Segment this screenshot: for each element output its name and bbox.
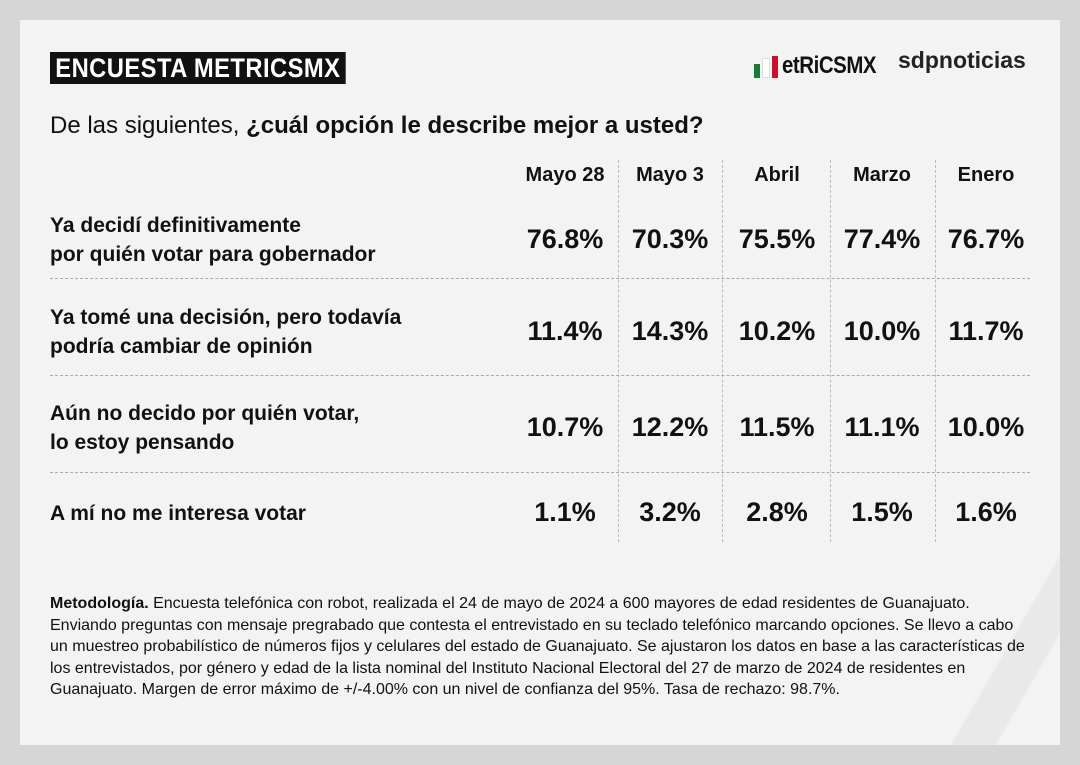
column-divider xyxy=(722,160,723,542)
question-prefix: De las siguientes, xyxy=(50,112,247,139)
row-label-line: lo estoy pensando xyxy=(50,431,235,454)
row-label-line: podría cambiar de opinión xyxy=(50,335,313,358)
row-label: Ya tomé una decisión, pero todavía podría… xyxy=(50,303,401,361)
row-label: Aún no decido por quién votar, lo estoy p… xyxy=(50,399,359,457)
row-label-line: A mí no me interesa votar xyxy=(50,501,306,525)
row-label-line: Ya decidí definitivamente xyxy=(50,214,301,237)
survey-card: ENCUESTA METRICSMX etRiCSMX sdpnoticias … xyxy=(20,20,1060,745)
table-cell-value: 76.8% xyxy=(526,224,604,254)
row-label-line: Aún no decido por quién votar, xyxy=(50,402,360,425)
logo-text: etRiCSMX xyxy=(782,52,877,79)
column-header: Enero xyxy=(957,164,1015,186)
table-cell-value: 1.6% xyxy=(955,497,1017,527)
table-cell-value: 75.5% xyxy=(738,224,816,254)
column-header: Marzo xyxy=(853,164,911,186)
table-cell-value: 1.5% xyxy=(851,497,913,527)
table-cell-value: 77.4% xyxy=(843,224,921,254)
question-bold: ¿cuál opción le describe mejor a usted? xyxy=(246,112,704,139)
table-cell-value: 11.1% xyxy=(844,412,920,442)
methodology: Metodología. Encuesta telefónica con rob… xyxy=(50,593,1030,701)
row-divider xyxy=(50,472,1030,473)
row-divider xyxy=(50,375,1030,376)
row-label: A mí no me interesa votar xyxy=(50,499,306,528)
table-cell-value: 2.8% xyxy=(746,497,808,527)
table-cell-value: 11.4% xyxy=(527,316,603,346)
column-header: Mayo 3 xyxy=(636,164,704,186)
methodology-text: Encuesta telefónica con robot, realizada… xyxy=(50,595,1025,698)
metricsmx-logo: etRiCSMX xyxy=(754,42,893,78)
table-cell-value: 10.7% xyxy=(526,412,604,442)
table-cell-value: 11.5% xyxy=(739,412,815,442)
decorative-stripe xyxy=(920,485,1060,745)
column-divider xyxy=(830,160,831,542)
row-label-line: Ya tomé una decisión, pero todavía xyxy=(50,306,402,329)
table-cell-value: 1.1% xyxy=(534,497,596,527)
table-cell-value: 76.7% xyxy=(947,224,1025,254)
methodology-label: Metodología. xyxy=(50,595,149,612)
column-header: Abril xyxy=(754,164,800,186)
row-divider xyxy=(50,278,1030,279)
survey-title: ENCUESTA METRICSMX xyxy=(50,52,346,84)
table-cell-value: 14.3% xyxy=(631,316,709,346)
logo-flag-bars-icon xyxy=(754,56,778,78)
table-cell-value: 10.0% xyxy=(843,316,921,346)
table-cell-value: 11.7% xyxy=(948,316,1024,346)
row-label-line: por quién votar para gobernador xyxy=(50,243,376,266)
table-cell-value: 12.2% xyxy=(631,412,709,442)
table-cell-value: 3.2% xyxy=(639,497,701,527)
column-header: Mayo 28 xyxy=(525,164,605,186)
table-cell-value: 10.0% xyxy=(947,412,1025,442)
column-divider xyxy=(935,160,936,542)
sdpnoticias-logo: sdpnoticias xyxy=(898,47,1026,73)
column-divider xyxy=(618,160,619,542)
row-label: Ya decidí definitivamente por quién votar… xyxy=(50,211,376,269)
question: De las siguientes, ¿cuál opción le descr… xyxy=(50,112,704,140)
table-cell-value: 70.3% xyxy=(631,224,709,254)
table-cell-value: 10.2% xyxy=(738,316,816,346)
